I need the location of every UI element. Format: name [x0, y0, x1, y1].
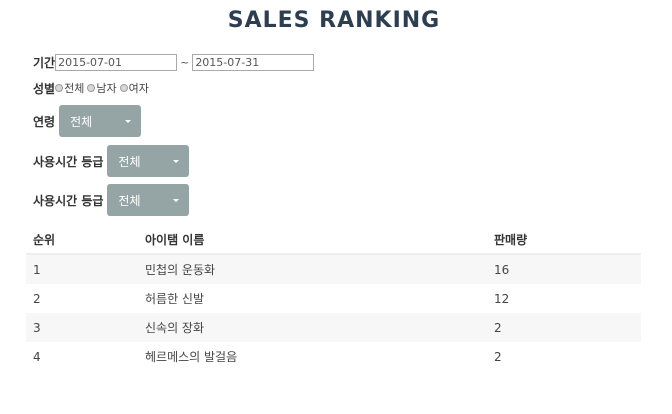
- gender-filter: 성별 전체 남자 여자: [33, 79, 152, 97]
- usage-grade-filter-2: 사용시간 등급 전체: [33, 184, 190, 216]
- rank-column-header: 순위: [26, 225, 138, 255]
- chevron-down-icon: [125, 119, 132, 123]
- item-name-cell: 허름한 신발: [145, 292, 205, 306]
- sales-cell: 2: [487, 313, 641, 342]
- item-name-column-header: 아이탬 이름: [138, 225, 487, 255]
- rank-cell: 2: [33, 291, 41, 306]
- age-dropdown-value: 전체: [70, 114, 93, 129]
- gender-option-female[interactable]: 여자: [119, 80, 149, 96]
- age-filter: 연령 전체: [33, 105, 142, 137]
- table-header-row: 순위 아이탬 이름 판매량: [26, 225, 641, 255]
- usage-grade-filter-1: 사용시간 등급 전체: [33, 145, 190, 177]
- table-row: 3 신속의 장화 2: [26, 313, 641, 342]
- rank-cell: 4: [33, 349, 41, 364]
- item-name-cell: 신속의 장화: [138, 313, 487, 342]
- page-title: SALES RANKING: [227, 8, 441, 33]
- table-row: 1 민첩의 운동화 16: [26, 254, 641, 284]
- item-name-cell: 헤르메스의 발걸음: [145, 350, 238, 364]
- gender-option-label: 전체: [64, 82, 85, 95]
- sales-cell: 16: [487, 254, 641, 284]
- gender-option-label: 남자: [96, 82, 117, 95]
- table-row: 2 허름한 신발 12: [26, 284, 641, 313]
- gender-label: 성별: [33, 81, 56, 96]
- age-label: 연령: [33, 114, 56, 129]
- usage-grade-label: 사용시간 등급: [33, 154, 104, 169]
- chevron-down-icon: [173, 198, 180, 202]
- period-filter: 기간 ~: [33, 52, 315, 72]
- usage-grade-label: 사용시간 등급: [33, 193, 104, 208]
- radio-button[interactable]: [55, 84, 64, 92]
- period-end-input[interactable]: [192, 53, 315, 71]
- table-row: 4 헤르메스의 발걸음 2: [26, 342, 641, 371]
- gender-option-male[interactable]: 남자: [87, 80, 117, 96]
- age-dropdown[interactable]: 전체: [59, 105, 142, 137]
- sales-cell: 2: [494, 349, 502, 364]
- sales-cell: 12: [494, 291, 510, 306]
- period-separator: ~: [180, 55, 190, 69]
- gender-option-label: 여자: [128, 82, 149, 95]
- usage-grade-dropdown-value: 전체: [118, 193, 141, 208]
- chevron-down-icon: [173, 159, 180, 163]
- usage-grade-dropdown-value: 전체: [118, 154, 141, 169]
- period-start-input[interactable]: [55, 53, 178, 71]
- rank-cell: 1: [26, 254, 138, 284]
- usage-grade-dropdown-1[interactable]: 전체: [107, 145, 190, 177]
- radio-button[interactable]: [119, 84, 128, 92]
- rank-cell: 3: [26, 313, 138, 342]
- sales-column-header: 판매량: [487, 225, 641, 255]
- period-label: 기간: [33, 55, 56, 70]
- gender-option-all[interactable]: 전체: [55, 80, 84, 96]
- usage-grade-dropdown-2[interactable]: 전체: [107, 184, 190, 216]
- ranking-table: 순위 아이탬 이름 판매량 1 민첩의 운동화 16 2 허름한 신발 12 3…: [26, 225, 641, 371]
- item-name-cell: 민첩의 운동화: [138, 254, 487, 284]
- radio-button[interactable]: [87, 84, 96, 92]
